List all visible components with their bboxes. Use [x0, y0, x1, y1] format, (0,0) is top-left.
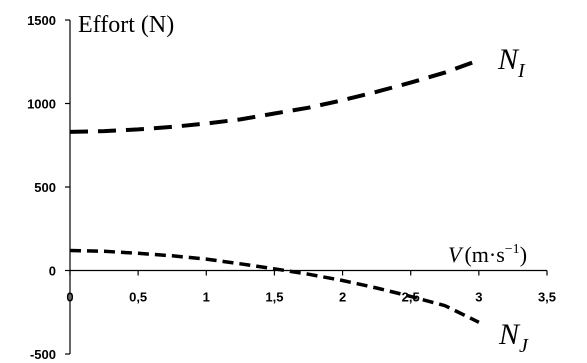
x-tick-label: 1,5	[265, 290, 283, 305]
series-label-ni: NI	[497, 43, 526, 82]
series-label-ni-main: N	[497, 43, 520, 76]
series-line-nj	[69, 248, 480, 324]
y-axis: -500 0 500 1000 1500	[27, 13, 71, 362]
series-label-nj: NJ	[498, 318, 529, 357]
series-line-ni	[69, 58, 480, 134]
y-tick-label: 0	[49, 264, 56, 279]
y-tick-label: 1000	[27, 97, 56, 112]
series-layer	[69, 58, 480, 324]
x-axis-variable: V	[448, 242, 464, 267]
series-label-nj-main: N	[498, 318, 521, 351]
x-axis-label: V (m·s−1)	[448, 242, 527, 267]
y-axis-label: Effort (N)	[78, 12, 174, 38]
x-tick-label: 0	[66, 290, 73, 305]
x-tick-label: 1	[203, 290, 210, 305]
x-tick-label: 3,5	[538, 290, 556, 305]
y-tick-label: 1500	[27, 13, 56, 28]
x-tick-label: 0,5	[129, 290, 147, 305]
x-tick-label: 3	[475, 290, 482, 305]
series-label-nj-sub: J	[519, 335, 529, 357]
x-axis-unit-exponent: −1	[505, 242, 520, 257]
x-axis-unit-close: )	[520, 242, 527, 267]
y-tick-label: -500	[30, 347, 56, 362]
x-axis-unit: (m·s	[464, 242, 504, 267]
x-tick-label: 2	[339, 290, 346, 305]
series-label-ni-sub: I	[517, 60, 526, 82]
y-tick-label: 500	[34, 180, 56, 195]
